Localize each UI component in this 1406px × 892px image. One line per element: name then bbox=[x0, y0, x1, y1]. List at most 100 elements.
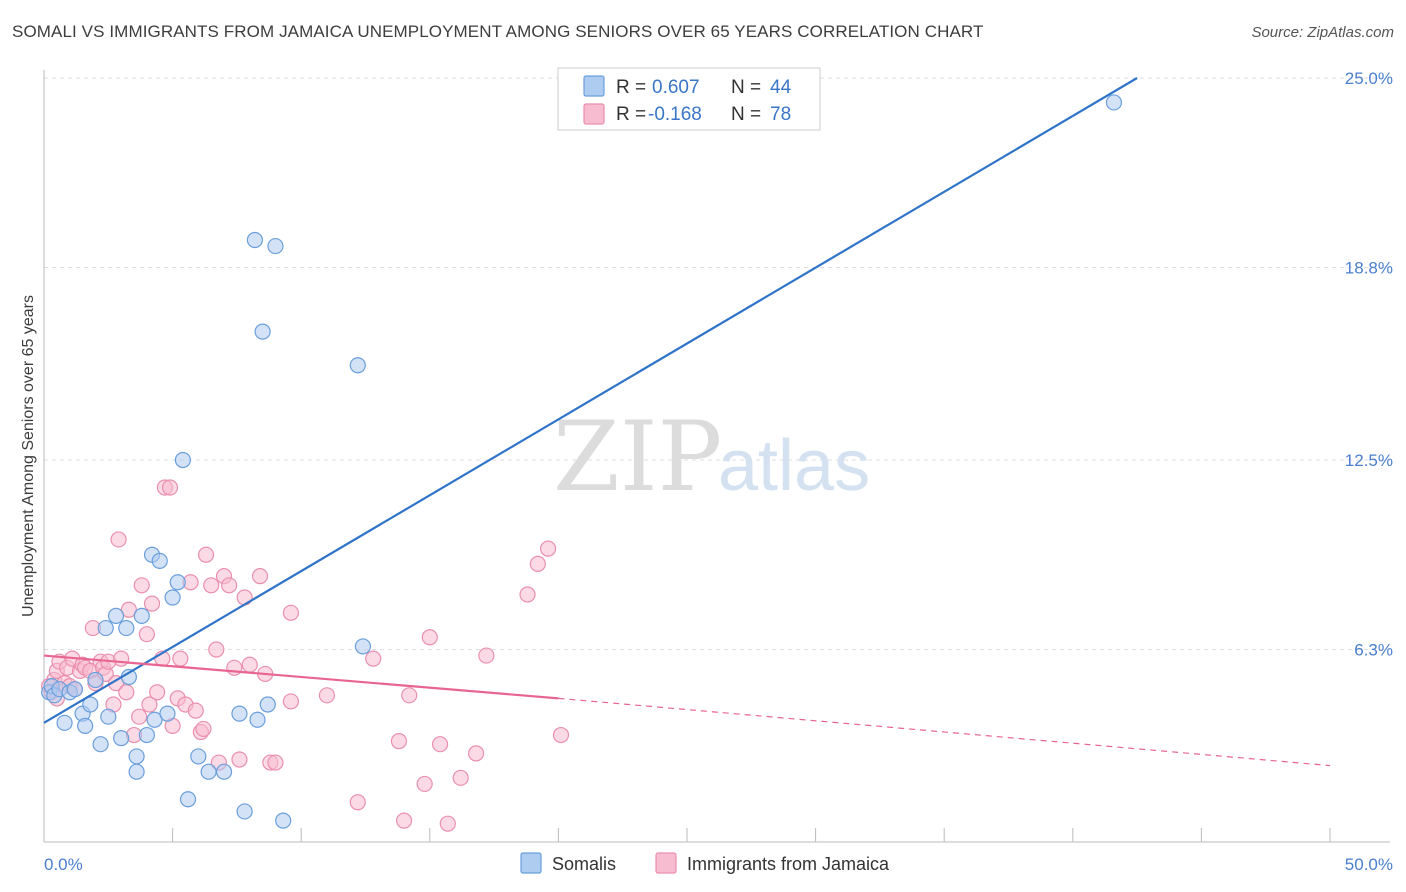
legend-swatch-jamaica bbox=[583, 103, 605, 125]
data-point-somali bbox=[1105, 94, 1123, 111]
legend-swatch-somalis bbox=[583, 75, 605, 97]
x-tick-label-min: 0.0% bbox=[44, 855, 83, 874]
series-jamaica-points bbox=[41, 479, 570, 832]
data-point-jamaica bbox=[226, 659, 243, 676]
data-point-jamaica bbox=[113, 650, 130, 667]
x-tick-label-max: 50.0% bbox=[1345, 855, 1393, 874]
data-point-jamaica bbox=[143, 595, 161, 612]
gridlines bbox=[44, 77, 1390, 650]
data-point-jamaica bbox=[251, 568, 269, 585]
data-point-jamaica bbox=[318, 687, 336, 704]
data-point-jamaica bbox=[467, 745, 485, 762]
y-tick-label: 12.5% bbox=[1345, 451, 1393, 470]
data-point-jamaica bbox=[401, 687, 418, 704]
y-tick-label: 6.3% bbox=[1354, 640, 1393, 659]
data-point-jamaica bbox=[118, 684, 135, 701]
data-point-somali bbox=[66, 681, 83, 698]
data-point-somali bbox=[354, 638, 372, 655]
data-point-jamaica bbox=[439, 815, 456, 832]
data-point-somali bbox=[236, 803, 253, 820]
data-point-somali bbox=[275, 812, 292, 829]
data-point-somali bbox=[254, 323, 271, 340]
data-point-somali bbox=[77, 717, 94, 734]
data-point-somali bbox=[159, 705, 176, 722]
data-point-jamaica bbox=[365, 650, 382, 667]
data-point-jamaica bbox=[478, 647, 495, 664]
data-point-jamaica bbox=[221, 577, 238, 594]
bottom-legend-swatch-jamaica bbox=[655, 852, 677, 874]
y-tick-labels: 6.3% 12.5% 18.8% 25.0% bbox=[1345, 69, 1393, 659]
data-point-jamaica bbox=[131, 708, 148, 725]
legend-n-value-somalis: 44 bbox=[770, 77, 792, 98]
data-point-jamaica bbox=[208, 641, 225, 658]
data-point-jamaica bbox=[390, 733, 408, 750]
correlation-legend: R = 0.607 N = 44 R = -0.168 N = 78 bbox=[557, 67, 821, 131]
trend-line-somalis bbox=[43, 77, 1138, 724]
data-point-somali bbox=[133, 607, 150, 624]
data-point-jamaica bbox=[552, 726, 570, 744]
trend-line-jamaica-extrapolated bbox=[558, 697, 1331, 767]
data-point-jamaica bbox=[197, 546, 215, 563]
data-point-jamaica bbox=[519, 586, 536, 603]
data-point-somali bbox=[246, 231, 264, 249]
legend-n-label-somalis: N = bbox=[731, 77, 761, 98]
data-point-jamaica bbox=[149, 684, 166, 701]
data-point-jamaica bbox=[349, 794, 366, 811]
data-point-jamaica bbox=[110, 531, 127, 548]
chart-source: Source: ZipAtlas.com bbox=[1251, 24, 1394, 41]
data-point-jamaica bbox=[161, 479, 179, 496]
y-tick-label: 18.8% bbox=[1345, 258, 1393, 277]
data-point-somali bbox=[249, 711, 266, 728]
trend-line-jamaica bbox=[43, 654, 559, 700]
data-point-jamaica bbox=[138, 626, 155, 643]
data-point-jamaica bbox=[452, 769, 469, 786]
bottom-legend-swatch-somalis bbox=[520, 852, 542, 874]
data-point-somali bbox=[259, 696, 276, 713]
legend-r-value-somalis: 0.607 bbox=[652, 77, 700, 98]
data-point-somali bbox=[151, 552, 168, 569]
data-point-jamaica bbox=[431, 736, 449, 753]
data-point-somali bbox=[56, 714, 73, 731]
data-point-somali bbox=[179, 791, 197, 808]
data-point-somali bbox=[107, 607, 125, 624]
data-point-jamaica bbox=[529, 555, 546, 573]
data-point-somali bbox=[97, 619, 114, 637]
data-point-somali bbox=[128, 763, 145, 780]
data-point-somali bbox=[215, 763, 233, 780]
data-point-somali bbox=[146, 711, 163, 728]
data-point-jamaica bbox=[172, 650, 189, 667]
data-point-jamaica bbox=[133, 577, 150, 594]
data-point-somali bbox=[267, 237, 284, 255]
data-point-jamaica bbox=[203, 577, 220, 594]
data-point-jamaica bbox=[195, 720, 212, 738]
legend-r-label-somalis: R = bbox=[616, 77, 646, 98]
legend-n-label-jamaica: N = bbox=[731, 104, 761, 125]
legend-r-value-jamaica: -0.168 bbox=[648, 104, 702, 125]
data-point-somali bbox=[349, 357, 366, 374]
data-point-jamaica bbox=[416, 775, 433, 793]
bottom-legend-label-jamaica: Immigrants from Jamaica bbox=[687, 854, 890, 874]
bottom-legend-label-somalis: Somalis bbox=[552, 854, 616, 874]
watermark-zip: ZIP bbox=[553, 401, 722, 513]
x-axis-ticks bbox=[172, 828, 1331, 842]
data-point-jamaica bbox=[540, 540, 557, 557]
legend-n-value-jamaica: 78 bbox=[770, 104, 791, 125]
data-point-jamaica bbox=[241, 656, 258, 673]
data-point-jamaica bbox=[395, 812, 413, 829]
chart-title: SOMALI VS IMMIGRANTS FROM JAMAICA UNEMPL… bbox=[12, 22, 984, 41]
series-somali-points bbox=[41, 94, 1123, 829]
data-point-somali bbox=[92, 736, 109, 753]
data-point-jamaica bbox=[421, 629, 438, 646]
data-point-somali bbox=[190, 748, 207, 765]
data-point-somali bbox=[82, 696, 99, 713]
data-point-somali bbox=[87, 671, 104, 689]
data-point-somali bbox=[128, 748, 145, 765]
watermark-atlas: atlas bbox=[718, 426, 870, 506]
data-point-jamaica bbox=[236, 589, 253, 606]
data-point-jamaica bbox=[187, 702, 204, 719]
series-legend: Somalis Immigrants from Jamaica bbox=[520, 852, 890, 874]
data-point-somali bbox=[174, 451, 191, 469]
data-point-jamaica bbox=[282, 604, 300, 621]
data-point-somali bbox=[200, 763, 217, 780]
